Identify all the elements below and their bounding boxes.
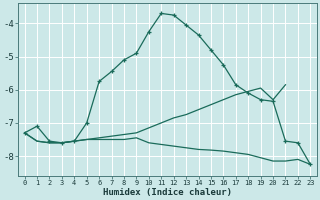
X-axis label: Humidex (Indice chaleur): Humidex (Indice chaleur) (103, 188, 232, 197)
